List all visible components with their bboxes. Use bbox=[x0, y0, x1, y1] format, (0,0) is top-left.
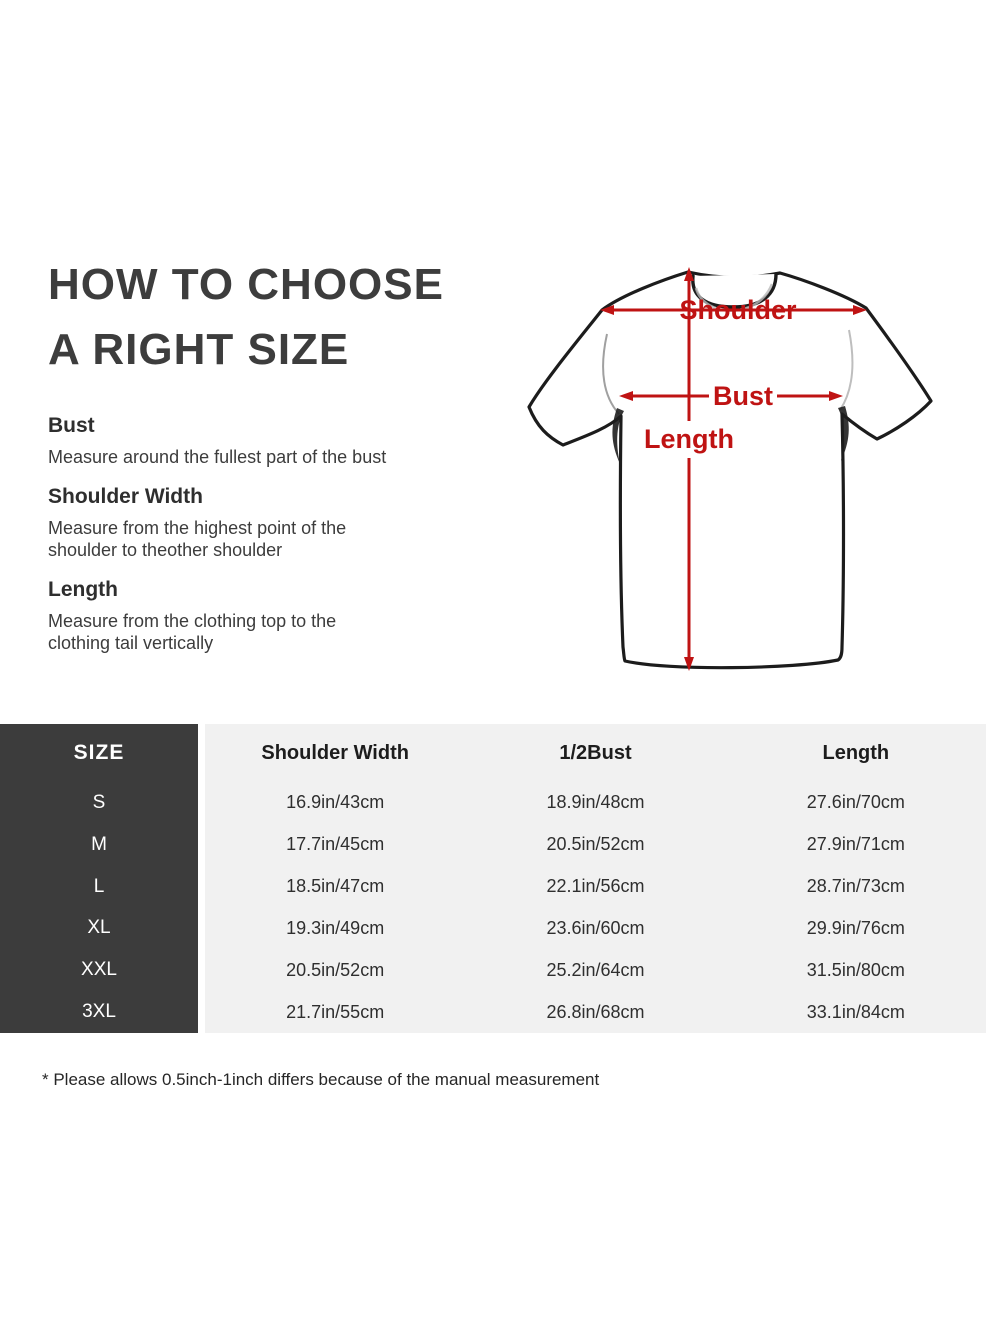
length-arrowhead-bottom bbox=[684, 657, 694, 671]
cell-m-length: 27.9in/71cm bbox=[806, 834, 905, 855]
col-header-shoulder-width: Shoulder Width bbox=[261, 741, 409, 764]
shoulder-arrow-label: Shoulder bbox=[679, 295, 796, 325]
cell-s-bust: 18.9in/48cm bbox=[546, 792, 645, 813]
cell-xxl-shoulder: 20.5in/52cm bbox=[286, 959, 385, 980]
length-description-line2: clothing tail vertically bbox=[48, 633, 214, 653]
tshirt-diagram: Shoulder Bust Length bbox=[527, 267, 933, 671]
cell-xxl-length: 31.5in/80cm bbox=[806, 959, 905, 980]
length-arrow-label: Length bbox=[644, 424, 734, 454]
cell-m-bust: 20.5in/52cm bbox=[546, 834, 645, 855]
cell-xl-shoulder: 19.3in/49cm bbox=[286, 917, 385, 938]
length-arrowhead-top bbox=[684, 267, 694, 281]
size-row-label-xxl: XXL bbox=[81, 959, 117, 981]
size-table-size-column: SIZE S M L XL XXL 3XL bbox=[0, 724, 198, 1033]
size-column-header-label: SIZE bbox=[73, 741, 125, 764]
measuring-instructions: Bust Measure around the fullest part of … bbox=[48, 414, 478, 654]
bust-arrow-label: Bust bbox=[713, 381, 773, 411]
size-row-label-3xl: 3XL bbox=[82, 1001, 116, 1023]
measurement-disclaimer: * Please allows 0.5inch-1inch differs be… bbox=[42, 1070, 600, 1089]
page-title: HOW TO CHOOSE A RIGHT SIZE bbox=[48, 252, 444, 382]
shoulder-description-line1: Measure from the highest point of the bbox=[48, 518, 347, 538]
cell-s-length: 27.6in/70cm bbox=[806, 792, 905, 813]
size-table-body: Shoulder Width 1/2Bust Length 16.9in/43c… bbox=[205, 724, 986, 1033]
measurement-arrows bbox=[604, 276, 863, 663]
shoulder-width-heading: Shoulder Width bbox=[48, 485, 203, 508]
cell-3xl-shoulder: 21.7in/55cm bbox=[286, 1001, 385, 1022]
size-column-header: SIZE bbox=[0, 724, 198, 782]
right-sleeve-seam bbox=[839, 329, 854, 411]
cell-l-bust: 22.1in/56cm bbox=[546, 876, 645, 897]
left-sleeve-seam bbox=[602, 333, 620, 415]
cell-s-shoulder: 16.9in/43cm bbox=[286, 792, 385, 813]
table-row-3xl: 21.7in/55cm 26.8in/68cm 33.1in/84cm bbox=[205, 991, 986, 1033]
tshirt-outline bbox=[527, 270, 933, 670]
cell-l-length: 28.7in/73cm bbox=[806, 876, 905, 897]
shoulder-arrowhead-right bbox=[853, 305, 867, 315]
bust-heading: Bust bbox=[48, 414, 95, 437]
cell-l-shoulder: 18.5in/47cm bbox=[286, 876, 385, 897]
length-heading: Length bbox=[48, 578, 118, 601]
cell-m-shoulder: 17.7in/45cm bbox=[286, 834, 385, 855]
table-row-xl: 19.3in/49cm 23.6in/60cm 29.9in/76cm bbox=[205, 907, 986, 949]
right-armpit-shadow bbox=[838, 406, 849, 461]
cell-xxl-bust: 25.2in/64cm bbox=[546, 959, 645, 980]
shoulder-description-line2: shoulder to theother shoulder bbox=[48, 540, 283, 560]
left-armpit-shadow bbox=[612, 408, 624, 464]
shoulder-arrowhead-left bbox=[600, 305, 614, 315]
bust-arrowhead-right bbox=[829, 391, 843, 401]
cell-3xl-length: 33.1in/84cm bbox=[806, 1001, 905, 1022]
size-row-label-m: M bbox=[91, 833, 107, 855]
arrowheads bbox=[600, 267, 867, 671]
table-row-s: 16.9in/43cm 18.9in/48cm 27.6in/70cm bbox=[205, 782, 986, 824]
size-row-label-xl: XL bbox=[87, 917, 111, 939]
size-row-label-s: S bbox=[92, 791, 106, 813]
table-row-l: 18.5in/47cm 22.1in/56cm 28.7in/73cm bbox=[205, 866, 986, 908]
table-row-m: 17.7in/45cm 20.5in/52cm 27.9in/71cm bbox=[205, 824, 986, 866]
cell-3xl-bust: 26.8in/68cm bbox=[546, 1001, 645, 1022]
col-header-half-bust: 1/2Bust bbox=[559, 741, 632, 764]
table-row-xxl: 20.5in/52cm 25.2in/64cm 31.5in/80cm bbox=[205, 949, 986, 991]
page-title-line1: HOW TO CHOOSE bbox=[48, 260, 444, 309]
cell-xl-length: 29.9in/76cm bbox=[806, 917, 905, 938]
size-table-header-row: Shoulder Width 1/2Bust Length bbox=[205, 724, 986, 782]
collar-opening bbox=[691, 272, 778, 309]
length-description-line1: Measure from the clothing top to the bbox=[48, 611, 337, 631]
col-header-length: Length bbox=[822, 741, 890, 764]
page-title-line2: A RIGHT SIZE bbox=[48, 325, 350, 374]
cell-xl-bust: 23.6in/60cm bbox=[546, 917, 645, 938]
bust-arrowhead-left bbox=[619, 391, 633, 401]
size-row-label-l: L bbox=[93, 875, 105, 897]
bust-description: Measure around the fullest part of the b… bbox=[48, 447, 387, 467]
